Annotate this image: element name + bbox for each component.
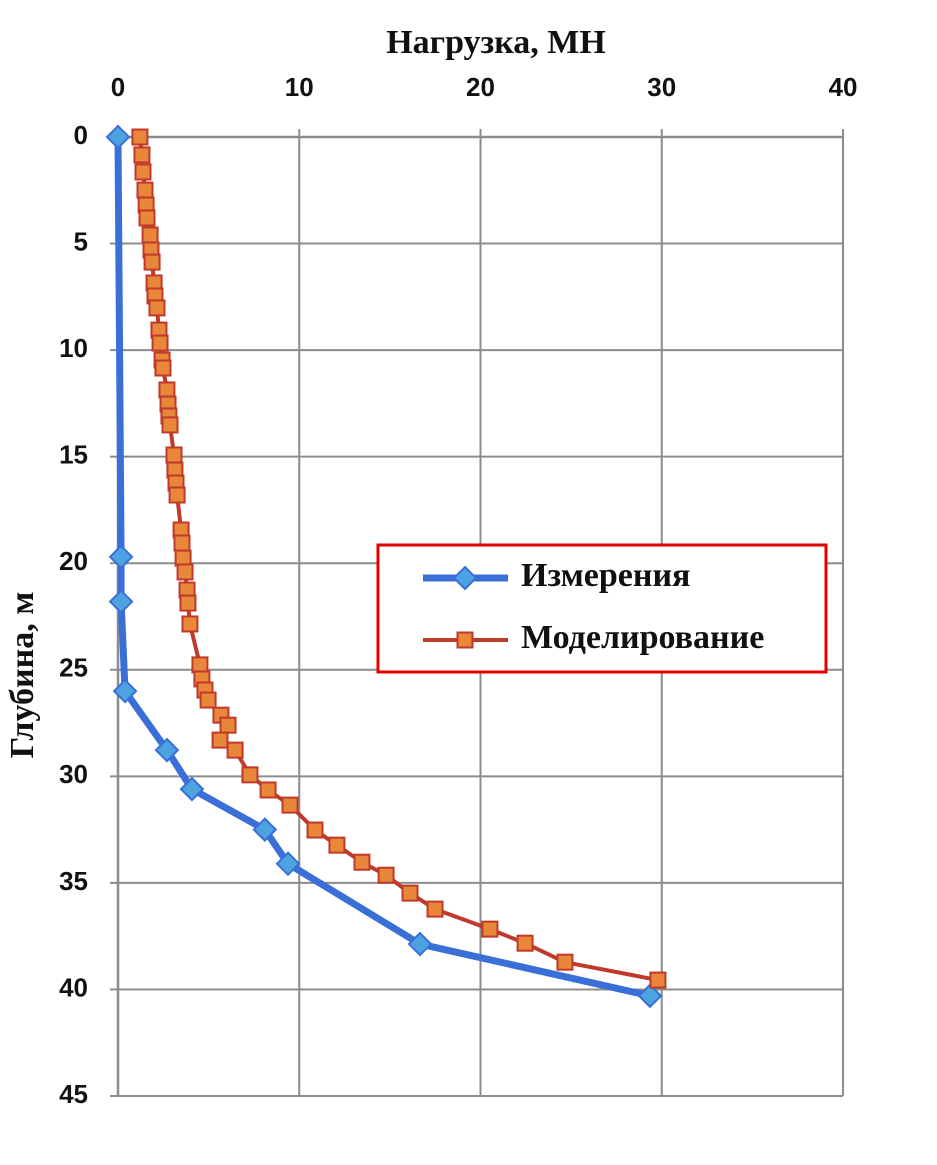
marker [481,920,499,938]
marker [407,931,433,957]
marker [148,299,166,317]
marker [136,181,154,199]
marker [252,817,278,843]
y-tick-label: 5 [74,226,88,256]
y-tick-label: 25 [59,653,88,683]
marker [516,934,534,952]
marker [281,796,299,814]
marker [154,737,180,763]
x-axis-title: Нагрузка, МН [386,24,606,61]
y-tick-label: 30 [59,759,88,789]
marker [219,716,237,734]
y-tick-label: 10 [59,333,88,363]
marker [141,226,159,244]
legend-label: Моделирование [521,619,764,656]
marker [199,691,217,709]
legend-label: Измерения [521,557,690,594]
marker [154,359,172,377]
x-tick-label: 30 [647,72,676,102]
series-line [114,136,651,1000]
marker [108,544,134,570]
marker [353,853,371,871]
marker [165,446,183,464]
y-axis-title: Глубина, м [4,592,41,759]
marker [131,128,149,146]
marker [108,589,134,614]
marker [134,163,152,181]
marker [112,678,138,704]
marker [158,381,176,399]
marker [181,615,199,633]
y-tick-label: 45 [59,1079,88,1109]
marker [377,866,395,884]
marker [133,146,151,164]
marker [138,209,156,227]
x-tick-label: 40 [829,72,858,102]
legend-box [376,543,828,674]
marker [173,534,191,552]
x-tick-label: 10 [285,72,314,102]
marker [105,124,131,150]
marker [161,416,179,434]
marker [179,594,197,612]
marker [328,836,346,854]
marker [241,766,259,784]
y-tick-label: 20 [59,546,88,576]
marker [226,741,244,759]
marker [179,776,205,802]
marker [191,656,209,674]
y-tick-label: 15 [59,440,88,470]
legend-marker [456,631,474,649]
x-tick-label: 20 [466,72,495,102]
y-tick-label: 40 [59,972,88,1002]
marker [401,884,419,902]
x-tick-label: 0 [111,72,125,102]
marker [174,549,192,567]
marker [649,971,667,989]
legend-marker [452,565,478,591]
marker [637,983,663,1009]
marker [176,563,194,581]
marker [426,900,444,918]
marker [151,334,169,352]
marker [143,253,161,271]
marker [556,953,574,971]
marker [211,731,229,749]
y-tick-label: 35 [59,866,88,896]
marker [306,821,324,839]
marker [259,781,277,799]
marker [275,851,301,877]
y-tick-label: 0 [74,120,88,150]
marker [168,486,186,504]
